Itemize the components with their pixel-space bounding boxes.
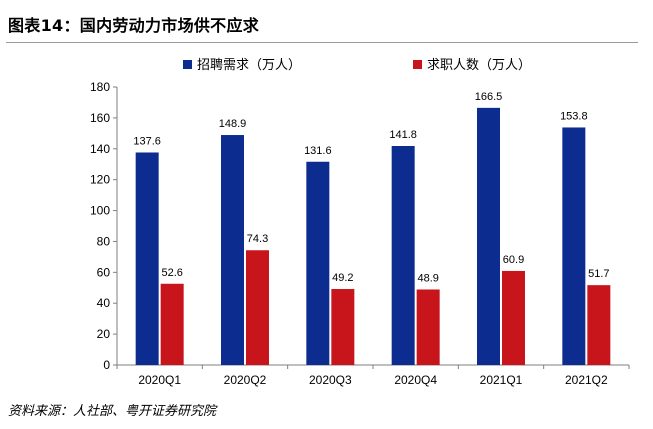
data-label-demand-2020Q1: 137.6 [133, 135, 161, 147]
bar-demand-2020Q1 [135, 152, 159, 365]
bar-demand-2020Q4 [391, 145, 415, 365]
chart-title: 图表14：国内劳动力市场供不应求 [8, 16, 260, 35]
y-tick-label: 120 [90, 173, 110, 187]
y-tick-label: 160 [90, 111, 110, 125]
data-label-jobseekers-2020Q4: 48.9 [417, 272, 438, 284]
bar-demand-2021Q2 [562, 127, 586, 365]
y-tick-label: 100 [90, 204, 110, 218]
legend-swatch-2 [413, 60, 422, 69]
bar-demand-2020Q3 [306, 161, 330, 365]
y-tick-label: 40 [97, 296, 111, 310]
source-note: 资料来源：人社部、粤开证券研究院 [8, 404, 217, 419]
x-tick-label: 2020Q3 [309, 373, 352, 387]
y-tick-label: 180 [90, 80, 110, 94]
x-tick-label: 2021Q2 [565, 373, 608, 387]
bar-jobseekers-2020Q4 [416, 289, 440, 365]
data-label-jobseekers-2020Q1: 52.6 [161, 267, 182, 279]
y-tick-label: 0 [103, 358, 110, 372]
y-tick-label: 140 [90, 142, 110, 156]
y-tick-label: 20 [97, 327, 111, 341]
y-tick-label: 80 [97, 234, 111, 248]
data-label-jobseekers-2020Q2: 74.3 [247, 233, 268, 245]
bar-jobseekers-2020Q1 [160, 283, 184, 365]
title-divider [6, 42, 638, 43]
data-label-demand-2020Q2: 148.9 [219, 118, 247, 130]
legend-swatch-1 [183, 60, 192, 69]
bar-demand-2021Q1 [477, 107, 500, 365]
x-tick-label: 2020Q4 [394, 373, 437, 387]
x-tick-label: 2021Q1 [480, 373, 523, 387]
legend-label-2: 求职人数（万人） [427, 58, 531, 73]
bar-jobseekers-2020Q3 [331, 289, 355, 365]
bar-chart: 招聘需求（万人） 求职人数（万人） 0 20 40 60 80 100 120 140 160 180… [90, 58, 630, 387]
data-label-demand-2021Q1: 166.5 [475, 91, 503, 103]
x-tick-label: 2020Q1 [138, 373, 181, 387]
data-label-demand-2020Q3: 131.6 [304, 145, 332, 157]
bar-jobseekers-2021Q2 [587, 285, 611, 365]
data-label-jobseekers-2021Q1: 60.9 [503, 254, 524, 266]
legend-label-1: 招聘需求（万人） [197, 58, 301, 73]
data-label-jobseekers-2020Q3: 49.2 [332, 272, 353, 284]
data-label-jobseekers-2021Q2: 51.7 [588, 268, 609, 280]
data-label-demand-2020Q4: 141.8 [389, 129, 417, 141]
bar-jobseekers-2020Q2 [246, 250, 269, 365]
bar-jobseekers-2021Q1 [502, 270, 525, 365]
y-tick-label: 60 [97, 265, 111, 279]
data-label-demand-2021Q2: 153.8 [560, 110, 588, 122]
x-tick-label: 2020Q2 [224, 373, 267, 387]
bar-demand-2020Q2 [221, 135, 244, 365]
